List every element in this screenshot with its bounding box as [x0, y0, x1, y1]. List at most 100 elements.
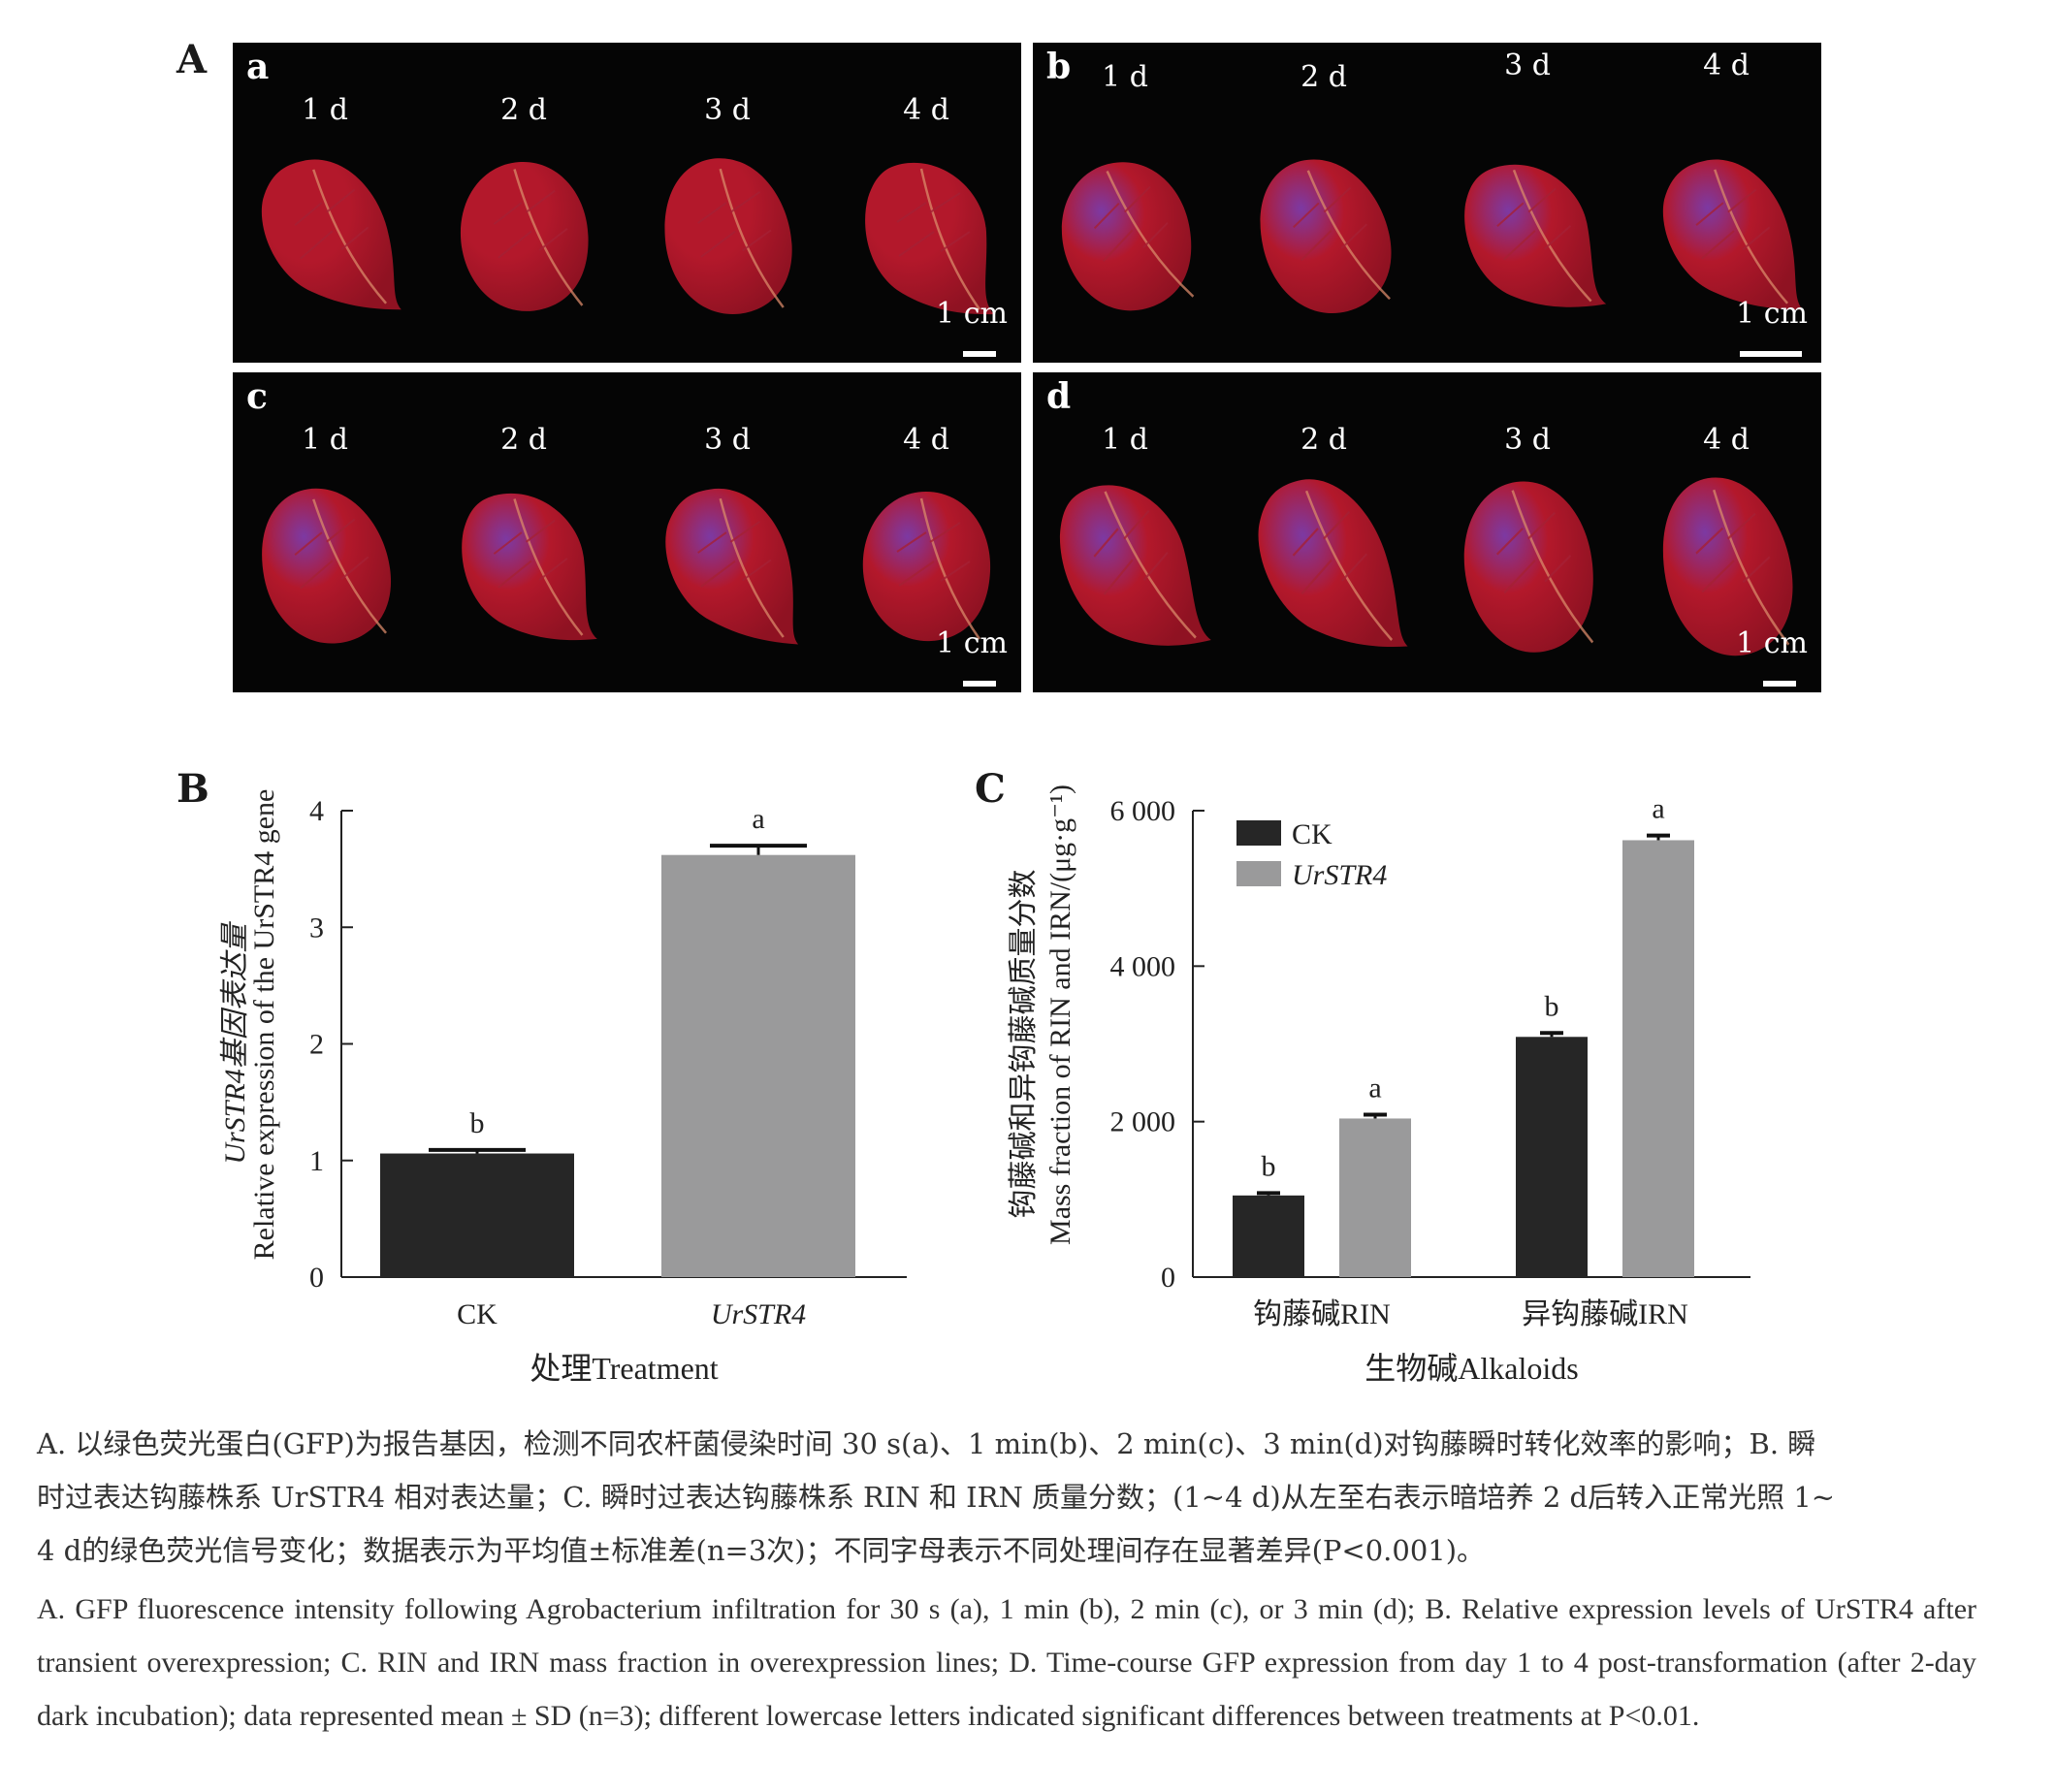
- scale-bar-a: [963, 351, 996, 357]
- leaf-veins: [896, 192, 971, 257]
- leaf-midrib: [312, 169, 388, 304]
- day-label-c-3: 3 d: [704, 423, 751, 457]
- leaf-veins: [1695, 188, 1771, 260]
- leaf-veins: [493, 519, 568, 589]
- leaf-c-1: [262, 488, 392, 644]
- day-label-a-2: 2 d: [500, 93, 547, 127]
- day-label-a-1: 1 d: [302, 93, 348, 127]
- significance-letter: a: [1652, 793, 1664, 825]
- scale-bar-d: [1763, 681, 1796, 687]
- photo-panel-b: 1 d 2 d 3 d 4 d b 1 cm: [1033, 43, 1821, 363]
- y-tick-label: 4 000: [1110, 950, 1176, 982]
- caption-zh-line-2: 时过表达钩藤株系 UrSTR4 相对表达量；C. 瞬时过表达钩藤株系 RIN 和…: [37, 1481, 1836, 1514]
- leaf-photo-b: [1061, 159, 1803, 313]
- significance-letter: b: [470, 1107, 485, 1139]
- leaf-veins: [1496, 187, 1572, 261]
- leaf-veins: [1695, 512, 1771, 593]
- subpanel-letter-d: d: [1046, 376, 1072, 417]
- bar-ck: [1516, 1037, 1588, 1277]
- chart-b-expression: 0 1 2 3 4 b CK a UrSTR4 处理Treatment UrSTR4基因表达量Rel…: [219, 789, 907, 1386]
- leaf-b-2: [1260, 159, 1392, 313]
- panel-letter-c: C: [975, 766, 1006, 812]
- leaf-midrib: [1304, 490, 1394, 642]
- leaf-veins: [697, 520, 772, 588]
- x-tick-label: 异钩藤碱IRN: [1522, 1298, 1688, 1330]
- y-axis-label-en: Relative expression of the UrSTR4 gene: [248, 789, 280, 1261]
- leaf-blade: [1464, 164, 1607, 307]
- leaf-veins: [1292, 510, 1368, 595]
- leaf-a-4: [865, 162, 994, 315]
- leaf-midrib: [1104, 491, 1197, 639]
- leaf-b-3: [1464, 164, 1607, 307]
- day-label-c-1: 1 d: [302, 423, 348, 457]
- leaf-veins: [1496, 511, 1572, 594]
- leaf-d-4: [1662, 477, 1793, 656]
- leaf-veins: [1093, 509, 1169, 595]
- leaf-blade: [462, 494, 597, 641]
- chart-c-mass-fraction: 0 2 000 4 000 6 000 b a 钩藤碱RIN b a 异钩藤碱IRN CK UrSTR…: [1008, 784, 1750, 1386]
- y-tick-label: 6 000: [1110, 795, 1176, 827]
- day-label-b-3: 3 d: [1504, 48, 1551, 82]
- leaf-d-3: [1463, 481, 1594, 653]
- day-label-b-1: 1 d: [1102, 60, 1148, 94]
- leaf-c-2: [462, 494, 597, 641]
- panel-letter-a: A: [177, 37, 208, 82]
- day-label-b-2: 2 d: [1300, 60, 1347, 94]
- leaf-a-2: [460, 162, 589, 311]
- leaf-midrib: [312, 498, 388, 634]
- scale-label-b: 1 cm: [1736, 297, 1808, 331]
- leaf-midrib: [1106, 170, 1195, 298]
- caption-zh-line-3: 4 d的绿色荧光信号变化；数据表示为平均值±标准差(n=3次)；不同字母表示不同…: [37, 1534, 1486, 1567]
- y-axis-label-zh: UrSTR4基因表达量: [219, 920, 251, 1164]
- significance-letter: b: [1262, 1150, 1276, 1182]
- leaf-veins: [294, 188, 369, 260]
- leaf-veins: [1293, 186, 1368, 262]
- leaf-veins: [493, 189, 568, 259]
- scale-bar-c: [963, 681, 996, 687]
- caption-en-text: A. GFP fluorescence intensity following …: [37, 1593, 1976, 1732]
- leaf-veins: [697, 190, 772, 258]
- bar-ck: [1233, 1195, 1304, 1277]
- leaf-d-1: [1059, 485, 1211, 646]
- leaf-midrib: [919, 168, 981, 310]
- leaf-photo-a: [261, 158, 994, 315]
- legend-swatch-urstr4: [1236, 861, 1281, 886]
- leaf-d-2: [1258, 479, 1408, 647]
- photo-panel-a: 1 d 2 d 3 d 4 d a 1 cm: [233, 43, 1021, 363]
- day-label-d-2: 2 d: [1300, 423, 1347, 457]
- subpanel-letter-c: c: [246, 376, 268, 417]
- y-axis-label-en: Mass fraction of RIN and IRN/(μg·g⁻¹): [1044, 784, 1076, 1245]
- x-tick-label: CK: [457, 1298, 498, 1330]
- leaf-c-4: [862, 492, 991, 642]
- y-tick-label: 0: [309, 1262, 324, 1294]
- leaf-midrib: [513, 498, 584, 636]
- leaf-blade: [865, 162, 994, 315]
- leaf-blade: [1258, 479, 1408, 647]
- leaf-veins: [294, 518, 369, 590]
- leaf-b-1: [1061, 162, 1195, 311]
- leaf-photo-c: [262, 488, 991, 645]
- leaf-blade: [665, 488, 799, 645]
- subpanel-letter-a: a: [246, 47, 270, 87]
- legend-label-ck: CK: [1292, 818, 1333, 850]
- day-label-d-1: 1 d: [1102, 423, 1148, 457]
- y-tick-label: 0: [1161, 1262, 1175, 1294]
- leaf-midrib: [719, 497, 785, 638]
- leaf-blade: [1059, 485, 1211, 646]
- photo-panel-c: 1 d 2 d 3 d 4 d c 1 cm: [233, 372, 1021, 692]
- leaf-midrib: [1713, 489, 1790, 646]
- leaf-a-3: [664, 158, 792, 314]
- leaf-photo-d: [1059, 477, 1793, 656]
- bar-urstr4: [1622, 840, 1694, 1277]
- x-tick-label: 钩藤碱RIN: [1253, 1298, 1391, 1330]
- day-label-c-4: 4 d: [903, 423, 949, 457]
- leaf-midrib: [719, 168, 785, 308]
- leaf-midrib: [1511, 490, 1594, 644]
- photo-panel-d: 1 d 2 d 3 d 4 d d 1 cm: [1033, 372, 1821, 692]
- significance-letter: a: [1368, 1072, 1381, 1104]
- leaf-midrib: [1714, 169, 1789, 304]
- panel-letter-b: B: [177, 766, 209, 812]
- leaf-a-1: [261, 159, 401, 310]
- y-tick-label: 2: [309, 1029, 324, 1061]
- legend-label-urstr4: UrSTR4: [1292, 859, 1387, 891]
